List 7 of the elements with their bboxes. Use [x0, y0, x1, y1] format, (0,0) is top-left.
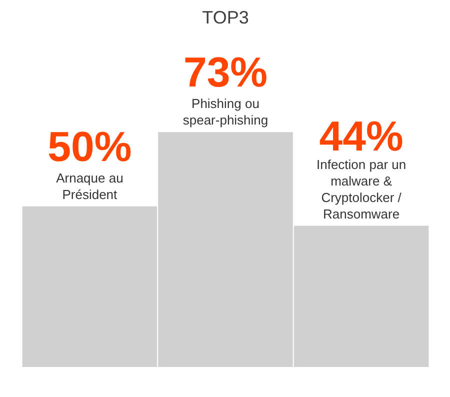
data-label: 44% — [319, 112, 404, 160]
x-tick-label: Infection par un malware & Cryptolocker / Ransomware — [316, 156, 406, 222]
chart-title: TOP3 — [202, 8, 249, 28]
data-label: 73% — [183, 48, 268, 96]
x-tick-label: Arnaque au Président — [56, 170, 124, 202]
x-tick-label: Phishing ou spear-phishing — [182, 96, 268, 128]
data-label: 50% — [48, 122, 132, 170]
